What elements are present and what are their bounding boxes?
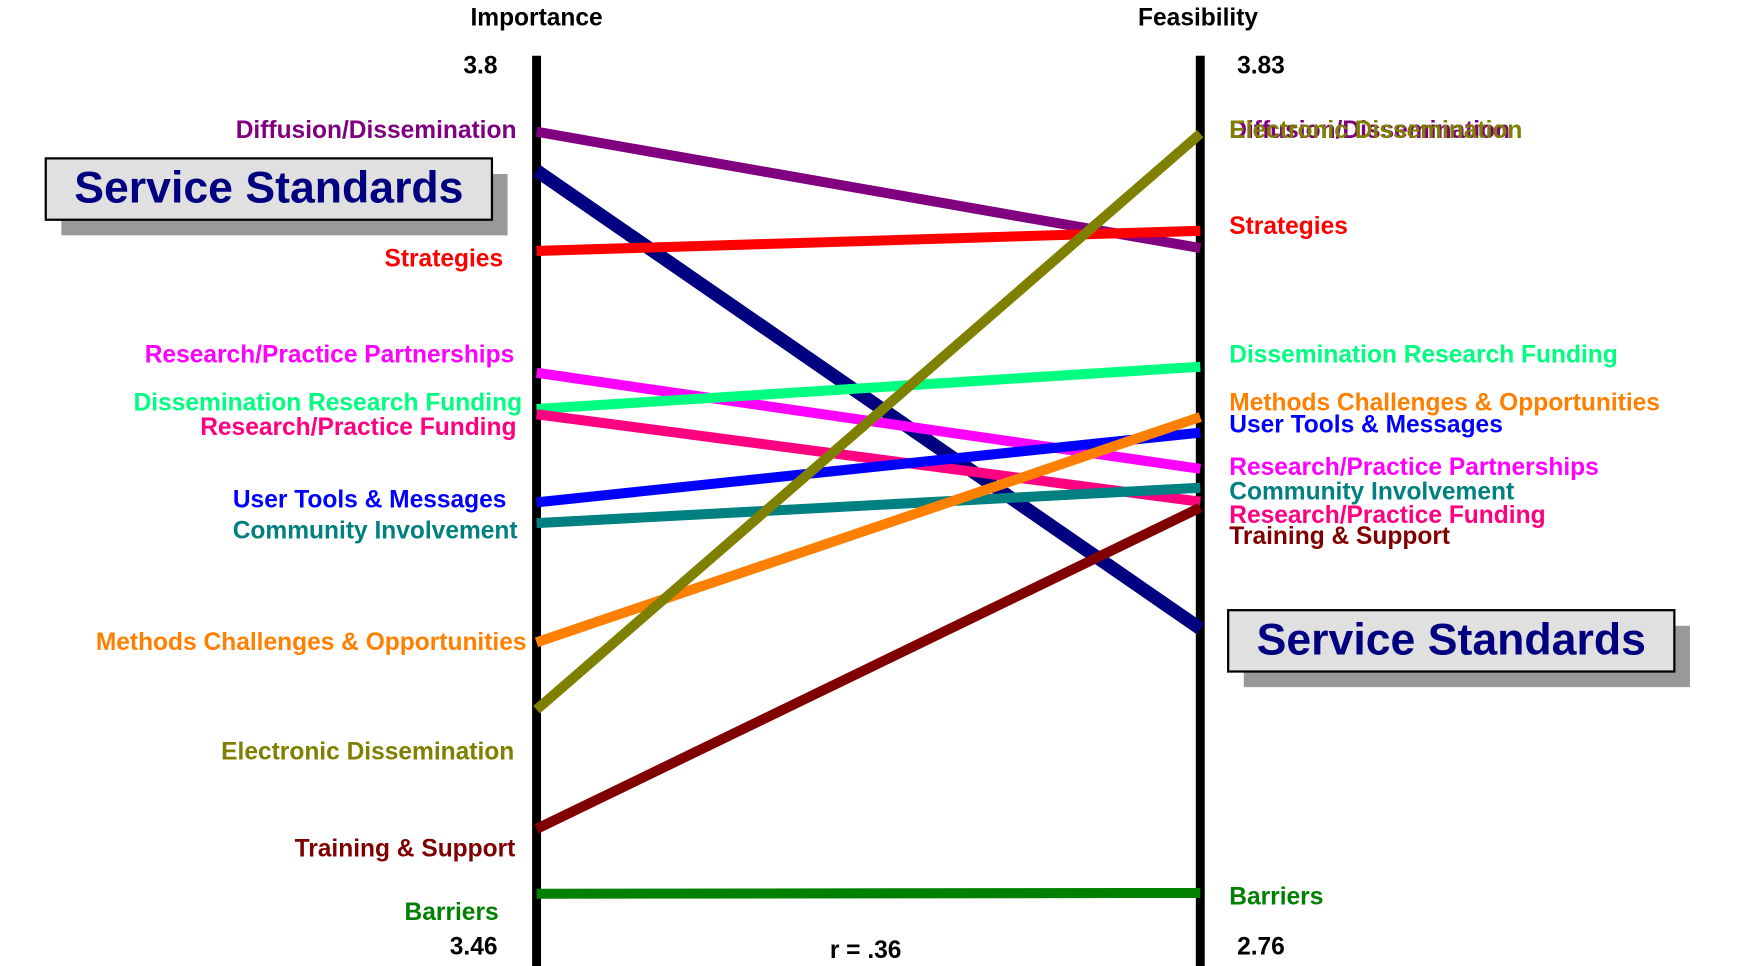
boxed-label: Service Standards xyxy=(74,164,463,213)
slope-line xyxy=(533,129,1204,714)
left-label: Dissemination Research Funding xyxy=(134,389,523,416)
left-label: Community Involvement xyxy=(233,518,518,545)
left-label: Diffusion/Dissemination xyxy=(236,117,517,144)
right-label: Research/Practice Partnerships xyxy=(1229,454,1599,481)
right-label: Electronic Dissemination xyxy=(1229,117,1522,144)
right-label: Research/Practice Funding xyxy=(1229,502,1545,529)
left-label: Strategies xyxy=(384,245,503,272)
left-label: Barriers xyxy=(405,899,499,926)
y2-tick-label: 3.83 xyxy=(1237,52,1285,79)
right-label: Methods Challenges & Opportunities xyxy=(1229,389,1660,416)
slope-line xyxy=(536,361,1201,415)
right-label: Community Involvement xyxy=(1229,479,1514,506)
label-box xyxy=(44,157,494,221)
left-label: Research/Practice Funding xyxy=(200,414,516,441)
left-label: Research/Practice Partnerships xyxy=(145,341,515,368)
label-box xyxy=(1227,609,1676,673)
annotation: r = .36 xyxy=(830,937,902,964)
right-label: Training & Support xyxy=(1229,523,1450,550)
slope-line xyxy=(535,409,1201,507)
slope-line xyxy=(534,412,1202,648)
right-label: Strategies xyxy=(1229,213,1348,240)
left-label: Methods Challenges & Opportunities xyxy=(96,629,527,656)
right-label: User Tools & Messages xyxy=(1229,412,1503,439)
slope-line xyxy=(536,427,1201,508)
right-label: Dissemination Research Funding xyxy=(1229,341,1618,368)
left-axis-title: Importance xyxy=(470,4,602,31)
right-label: Barriers xyxy=(1229,883,1323,910)
left-label: Electronic Dissemination xyxy=(221,738,514,765)
slope-line xyxy=(536,887,1201,899)
y2-tick-label: 2.76 xyxy=(1237,934,1285,961)
right-label: Diffusion/Dissemination xyxy=(1229,117,1510,144)
y-tick-label: 3.8 xyxy=(463,52,497,79)
y-tick-label: 3.46 xyxy=(450,934,498,961)
slope-line xyxy=(534,503,1203,834)
boxed-label: Service Standards xyxy=(1257,615,1646,664)
left-label: Training & Support xyxy=(295,835,516,862)
left-label: User Tools & Messages xyxy=(233,486,507,513)
right-axis-title: Feasibility xyxy=(1138,4,1258,31)
slope-line xyxy=(536,482,1201,529)
